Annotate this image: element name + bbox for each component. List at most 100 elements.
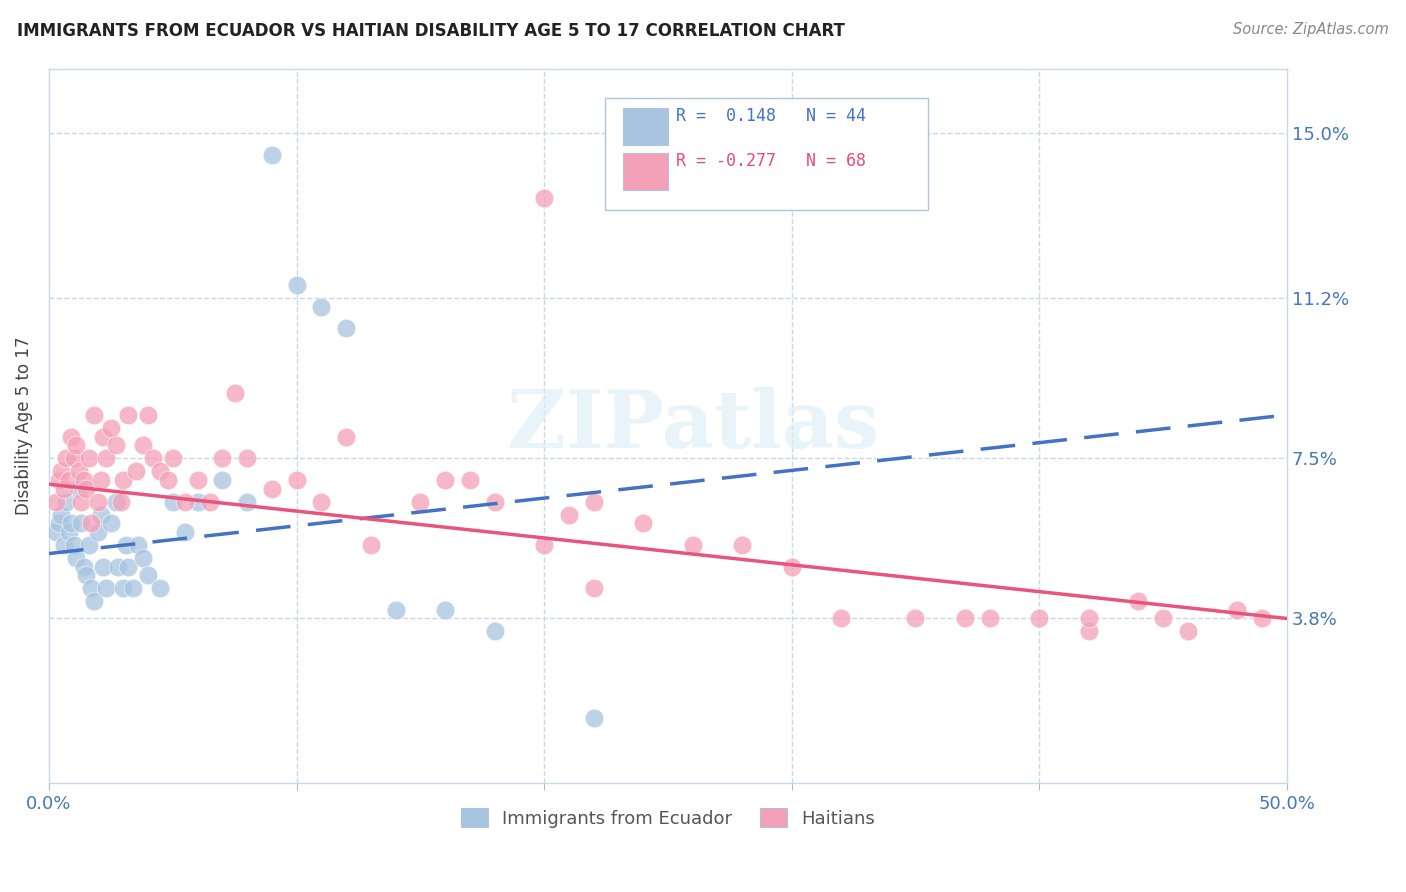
Point	[682, 538, 704, 552]
Point	[60, 516, 83, 531]
Point	[58, 524, 80, 539]
Text: ZIPatlas: ZIPatlas	[506, 387, 879, 465]
Y-axis label: Disability Age 5 to 17: Disability Age 5 to 17	[15, 336, 32, 515]
Point	[90, 473, 112, 487]
Point	[51, 508, 73, 522]
Text: IMMIGRANTS FROM ECUADOR VS HAITIAN DISABILITY AGE 5 TO 17 CORRELATION CHART: IMMIGRANTS FROM ECUADOR VS HAITIAN DISAB…	[17, 22, 845, 40]
Point	[80, 516, 103, 531]
Point	[1251, 611, 1274, 625]
Point	[107, 559, 129, 574]
Point	[136, 408, 159, 422]
Point	[409, 494, 432, 508]
Point	[1077, 624, 1099, 639]
Point	[434, 473, 457, 487]
Point	[94, 451, 117, 466]
Point	[112, 473, 135, 487]
Point	[1177, 624, 1199, 639]
Point	[87, 494, 110, 508]
Point	[75, 568, 97, 582]
Point	[58, 473, 80, 487]
Point	[94, 581, 117, 595]
Point	[285, 473, 308, 487]
Point	[122, 581, 145, 595]
Point	[582, 581, 605, 595]
Point	[830, 611, 852, 625]
Point	[117, 408, 139, 422]
Point	[484, 624, 506, 639]
Point	[132, 438, 155, 452]
Point	[104, 438, 127, 452]
Point	[1128, 594, 1150, 608]
Point	[45, 524, 67, 539]
Point	[70, 494, 93, 508]
Text: R =  0.148   N = 44: R = 0.148 N = 44	[676, 107, 866, 125]
Point	[236, 451, 259, 466]
Point	[124, 464, 146, 478]
Point	[384, 603, 406, 617]
Point	[533, 538, 555, 552]
Point	[224, 386, 246, 401]
Point	[162, 451, 184, 466]
Point	[52, 482, 75, 496]
Point	[112, 581, 135, 595]
Point	[48, 516, 70, 531]
Point	[93, 429, 115, 443]
Point	[1152, 611, 1174, 625]
Point	[67, 464, 90, 478]
Point	[77, 538, 100, 552]
Point	[72, 473, 94, 487]
Point	[311, 300, 333, 314]
Point	[110, 494, 132, 508]
Point	[80, 581, 103, 595]
Point	[136, 568, 159, 582]
Point	[582, 494, 605, 508]
Point	[55, 451, 77, 466]
Point	[65, 438, 87, 452]
Point	[285, 278, 308, 293]
Point	[979, 611, 1001, 625]
Point	[558, 508, 581, 522]
Point	[90, 508, 112, 522]
Point	[100, 421, 122, 435]
Point	[55, 494, 77, 508]
Point	[67, 482, 90, 496]
Point	[60, 429, 83, 443]
Point	[260, 482, 283, 496]
Point	[70, 516, 93, 531]
Point	[360, 538, 382, 552]
Point	[72, 559, 94, 574]
Point	[45, 494, 67, 508]
Point	[780, 559, 803, 574]
Point	[484, 494, 506, 508]
Point	[533, 191, 555, 205]
Point	[104, 494, 127, 508]
Point	[149, 464, 172, 478]
Point	[311, 494, 333, 508]
Point	[904, 611, 927, 625]
Point	[198, 494, 221, 508]
Point	[186, 473, 208, 487]
Point	[434, 603, 457, 617]
Point	[236, 494, 259, 508]
Point	[1226, 603, 1249, 617]
Point	[162, 494, 184, 508]
Point	[62, 451, 84, 466]
Point	[83, 408, 105, 422]
Point	[117, 559, 139, 574]
Point	[75, 482, 97, 496]
Point	[631, 516, 654, 531]
Point	[156, 473, 179, 487]
Point	[83, 594, 105, 608]
Point	[100, 516, 122, 531]
Point	[458, 473, 481, 487]
Point	[127, 538, 149, 552]
Point	[335, 321, 357, 335]
Legend: Immigrants from Ecuador, Haitians: Immigrants from Ecuador, Haitians	[454, 801, 882, 835]
Point	[149, 581, 172, 595]
Point	[174, 524, 197, 539]
Point	[65, 550, 87, 565]
Point	[582, 711, 605, 725]
Point	[132, 550, 155, 565]
Point	[77, 451, 100, 466]
Point	[211, 451, 233, 466]
